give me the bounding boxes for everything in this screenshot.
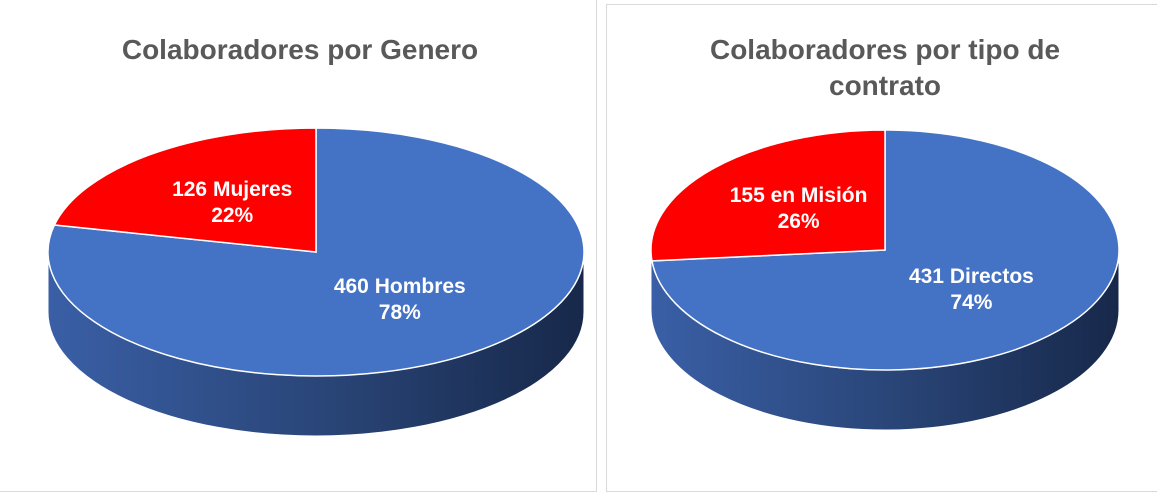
chart-title: Colaboradores por tipo de contrato — [709, 34, 1061, 101]
chart-title: Colaboradores por Genero — [121, 34, 479, 65]
data-label: 460 Hombres — [334, 275, 466, 298]
data-label: 126 Mujeres — [172, 178, 292, 201]
pie-slice — [650, 129, 886, 262]
pie-slice — [53, 127, 317, 253]
data-label: 431 Directos — [909, 265, 1034, 288]
percent-label: 74% — [950, 291, 992, 314]
percent-label: 26% — [778, 210, 820, 233]
percent-label: 22% — [211, 204, 253, 227]
percent-label: 78% — [379, 301, 421, 324]
data-label: 155 en Misión — [730, 184, 868, 207]
